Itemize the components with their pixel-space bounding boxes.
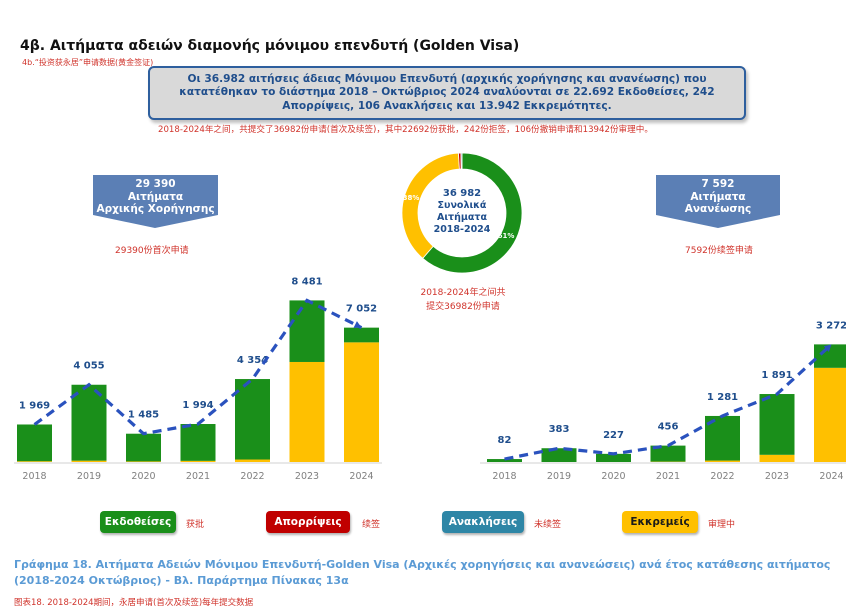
initial-year-tick: 2022 <box>240 471 264 482</box>
donut-translation-line1: 2018-2024年之间共 <box>420 288 506 298</box>
page-title: 4β. Αιτήματα αδειών διαμονής μόνιμου επε… <box>20 38 520 54</box>
initial-trend-arrow <box>353 321 362 328</box>
renewal-total-label: 383 <box>549 424 570 435</box>
renewal-bar-issued <box>487 459 522 462</box>
initial-trend-line <box>33 298 363 436</box>
legend-rejected-translation: 续签 <box>362 520 381 530</box>
renewal-total-label: 227 <box>603 430 624 441</box>
donut-translation: 2018-2024年之间共 提交36982份申请 <box>413 287 513 314</box>
renewal-year-tick: 2019 <box>547 471 571 482</box>
initial-year-tick: 2020 <box>131 471 155 482</box>
renewal-bar-pending <box>759 454 795 462</box>
initial-total-label: 1 994 <box>182 400 213 411</box>
initial-callout-label: Αιτήματα <box>127 190 184 203</box>
legend-revoked-translation: 未续签 <box>534 520 562 530</box>
initial-year-tick: 2018 <box>22 471 46 482</box>
initial-bar-issued <box>126 433 161 462</box>
renewal-total-label: 456 <box>658 422 679 433</box>
legend-rejected: Απορρίψεις <box>266 511 350 533</box>
renewal-callout-type: Ανανέωσης <box>684 203 752 216</box>
legend-pending: Εκκρεμείς <box>622 511 698 533</box>
renewal-bar-pending <box>705 460 740 462</box>
donut-slice <box>460 152 463 170</box>
donut-translation-line2: 提交36982份申请 <box>426 301 500 312</box>
initial-callout <box>93 175 218 228</box>
initial-total-label: 4 055 <box>73 361 104 372</box>
initial-total-label: 4 354 <box>237 355 268 366</box>
renewal-callout-number: 7 592 <box>701 178 735 190</box>
initial-bar-pending <box>126 461 161 462</box>
legend-issued: Εκδοθείσες <box>100 511 176 533</box>
initial-callout-translation: 29390份首次申请 <box>115 246 189 256</box>
page-title-translation: 4b.“投资获永居”申请数据(黄金签证) <box>22 58 154 67</box>
donut-hole <box>419 170 505 256</box>
initial-total-label: 1 485 <box>128 410 159 421</box>
renewal-bar-issued <box>814 344 846 368</box>
initial-bar-issued <box>180 424 216 461</box>
initial-bar-issued <box>71 384 107 461</box>
initial-bar-pending <box>289 361 325 462</box>
renewal-total-label: 1 281 <box>707 392 738 403</box>
initial-bar-chart: 1 969 2018 4 055 2019 1 485 2020 1 994 2021 4 35… <box>17 276 379 482</box>
figure-caption: Γράφημα 18. Αιτήματα Αδειών Μόνιμου Επεν… <box>14 558 831 587</box>
renewal-callout-text: 7 592 Αιτήματα Ανανέωσης <box>656 178 780 216</box>
initial-bar-issued <box>344 327 379 343</box>
initial-year-tick: 2021 <box>186 471 210 482</box>
initial-total-label: 8 481 <box>291 276 322 287</box>
donut-center-years: 2018-2024 <box>434 224 491 235</box>
renewal-year-tick: 2022 <box>710 471 734 482</box>
renewal-year-tick: 2021 <box>656 471 680 482</box>
renewal-trend-arrow <box>823 344 832 352</box>
renewal-year-tick: 2023 <box>765 471 789 482</box>
renewal-bar-pending <box>814 367 846 462</box>
renewal-year-tick: 2024 <box>819 471 843 482</box>
initial-bar-pending <box>17 461 52 462</box>
initial-year-tick: 2023 <box>295 471 319 482</box>
initial-bar-pending <box>71 460 107 462</box>
initial-total-label: 1 969 <box>19 400 50 411</box>
donut-center-total: 36 982 <box>443 188 481 199</box>
renewal-total-label: 1 891 <box>761 370 792 381</box>
legend-revoked: Ανακλήσεις <box>442 511 524 533</box>
initial-year-tick: 2024 <box>349 471 373 482</box>
renewal-bar-chart: 82 2018 383 2019 227 2020 456 2021 1 281 2022 1 89… <box>487 320 846 482</box>
donut-label-yellow: 38% <box>403 194 420 202</box>
renewal-total-label: 82 <box>498 435 512 446</box>
initial-callout-text: 29 390 Αιτήματα Αρχικής Χορήγησης <box>93 178 218 216</box>
initial-bar-pending <box>180 460 216 462</box>
legend-pending-translation: 审理中 <box>708 520 736 530</box>
renewal-callout <box>656 175 780 228</box>
donut-center-label-2: Αιτήματα <box>437 212 487 223</box>
initial-bar-issued <box>235 379 270 460</box>
renewal-year-tick: 2018 <box>492 471 516 482</box>
initial-callout-number: 29 390 <box>135 178 176 190</box>
renewal-bar-issued <box>541 448 577 462</box>
renewal-bar-issued <box>650 445 686 462</box>
legend-issued-translation: 获批 <box>186 520 205 530</box>
summary-text: Οι 36.982 αιτήσεις άδειας Μόνιμου Επενδυ… <box>179 73 715 112</box>
renewal-bar-issued <box>759 394 795 455</box>
summary-translation: 2018-2024年之间，共提交了36982份申请(首次及续签)，其中22692… <box>158 125 653 135</box>
renewal-callout-label: Αιτήματα <box>690 190 746 203</box>
summary-box: Οι 36.982 αιτήσεις άδειας Μόνιμου Επενδυ… <box>148 66 746 120</box>
initial-bar-pending <box>235 459 270 462</box>
initial-year-tick: 2019 <box>77 471 101 482</box>
donut-label-green: 61% <box>498 232 515 240</box>
figure-caption-translation: 图表18. 2018-2024期间，永居申请(首次及续签)每年提交数据 <box>14 598 254 608</box>
donut-slice <box>422 152 523 274</box>
donut-center-label: Συνολικά <box>438 200 487 211</box>
initial-bar-pending <box>344 342 379 462</box>
renewal-year-tick: 2020 <box>601 471 625 482</box>
renewal-bar-issued <box>596 453 631 462</box>
initial-total-label: 7 052 <box>346 304 377 315</box>
initial-bar-issued <box>289 300 325 362</box>
initial-callout-type: Αρχικής Χορήγησης <box>96 203 215 216</box>
renewal-trend-line <box>504 343 833 461</box>
initial-bar-issued <box>17 424 52 462</box>
donut-chart <box>401 152 523 274</box>
renewal-callout-translation: 7592份续签申请 <box>685 246 753 256</box>
renewal-total-label: 3 272 <box>816 320 846 331</box>
